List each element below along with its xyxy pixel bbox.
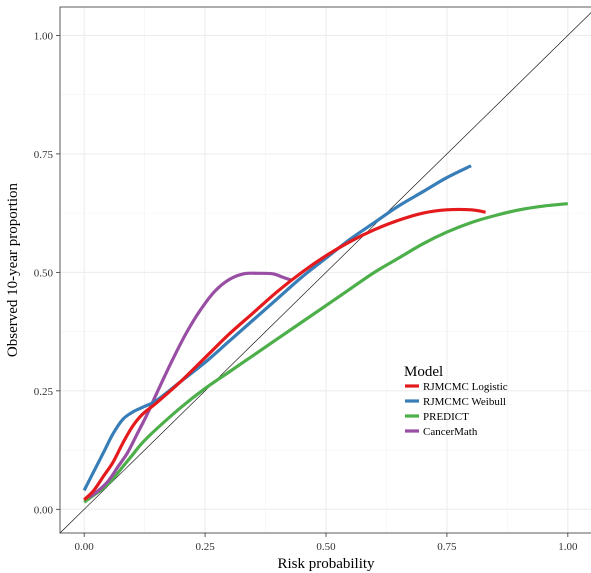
- series-line-cancermath: [88, 271, 293, 499]
- legend-label-rjmcmc-logistic: RJMCMC Logistic: [423, 381, 508, 393]
- y-tick-label: 1.00: [34, 30, 54, 42]
- y-tick-label: 0.00: [34, 504, 54, 516]
- x-axis-title: Risk probability: [277, 556, 375, 572]
- x-tick-label: 0.75: [437, 541, 457, 553]
- y-tick-label: 0.50: [34, 267, 54, 279]
- legend: Model RJMCMC Logistic RJMCMC Weibull PREDI…: [404, 364, 508, 438]
- legend-title: Model: [404, 364, 443, 380]
- series-line-rjmcmc-logistic: [83, 207, 486, 501]
- legend-label-predict: PREDICT: [423, 411, 469, 423]
- y-axis-ticks: 0.00 0.25 0.50 0.75 1.00: [34, 30, 60, 516]
- y-tick-label: 0.75: [34, 149, 54, 161]
- series-line-rjmcmc-weibull: [82, 164, 472, 492]
- x-tick-label: 0.25: [195, 541, 215, 553]
- x-tick-label: 1.00: [558, 541, 578, 553]
- x-axis-ticks: 0.00 0.25 0.50 0.75 1.00: [75, 533, 578, 553]
- legend-label-rjmcmc-weibull: RJMCMC Weibull: [423, 396, 506, 408]
- legend-items: RJMCMC Logistic RJMCMC Weibull PREDICT Canc…: [405, 381, 508, 438]
- x-tick-label: 0.50: [316, 541, 336, 553]
- identity-reference-line: [59, 12, 591, 534]
- x-tick-label: 0.00: [75, 541, 95, 553]
- series-lines: [82, 164, 568, 504]
- y-tick-label: 0.25: [34, 386, 54, 398]
- y-axis-title: Observed 10-year proportion: [5, 182, 21, 357]
- series-line-predict: [83, 202, 568, 504]
- legend-label-cancermath: CancerMath: [423, 426, 478, 438]
